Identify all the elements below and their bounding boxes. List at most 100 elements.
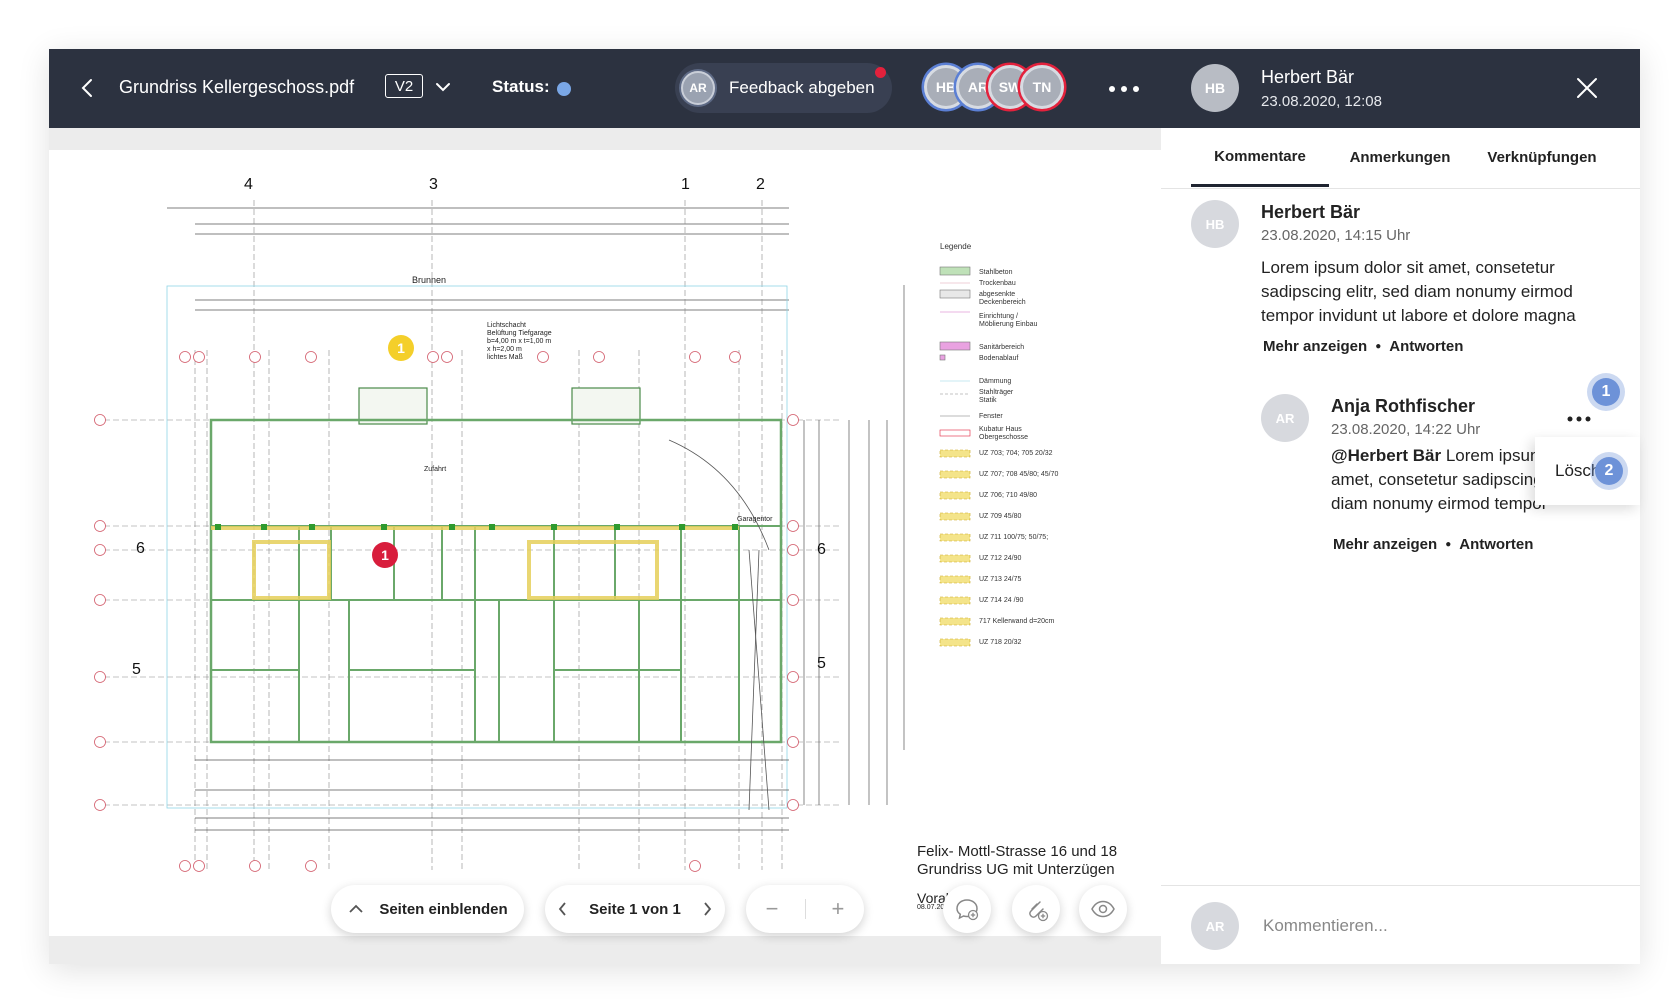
reply-link[interactable]: Antworten [1459, 536, 1534, 553]
show-more-link[interactable]: Mehr anzeigen [1333, 536, 1438, 553]
status-label: Status: [492, 77, 550, 96]
legend-item: UZ 712 24/90 [979, 555, 1022, 562]
axis-label-6-left: 6 [136, 540, 145, 557]
close-icon[interactable] [1575, 76, 1599, 100]
legend-item: Fenster [979, 413, 1003, 420]
legend-item: 717 Kellerwand d=20cm [979, 618, 1055, 625]
legend-item: abgesenkte Deckenbereich [979, 291, 1026, 306]
axis-label-3: 3 [429, 176, 438, 193]
tab-kommentare[interactable]: Kommentare [1191, 128, 1329, 187]
version-badge[interactable]: V2 [385, 74, 423, 98]
annotation-author: Herbert Bär [1261, 67, 1355, 87]
label-zufahrt: Zufahrt [424, 466, 447, 473]
annotation-marker-red[interactable]: 1 [372, 542, 398, 568]
legend-item: UZ 714 24 /90 [979, 597, 1024, 604]
axis-label-4: 4 [244, 176, 253, 193]
add-comment-button[interactable] [943, 885, 991, 933]
comment-author: Anja Rothfischer [1331, 396, 1476, 416]
tab-verknuepfungen[interactable]: Verknüpfungen [1487, 149, 1597, 166]
zoom-controls: − + [746, 885, 864, 933]
legend-item: Sanitärbereich [979, 344, 1025, 351]
next-page-icon[interactable] [701, 901, 713, 917]
avatar: HB [1191, 64, 1239, 112]
page-navigator: Seite 1 von 1 [545, 885, 725, 933]
axis-label-5-right: 5 [817, 655, 826, 672]
legend-item: UZ 707; 708 45/80; 45/70 [979, 471, 1059, 478]
tutorial-step-1: 1 [1592, 378, 1620, 406]
comment-composer: AR [1161, 885, 1640, 964]
paperclip-add-icon [1029, 901, 1049, 922]
toggle-pages-button[interactable]: Seiten einblenden [331, 885, 524, 933]
legend-item: Einrichtung / Möblierung Einbau [979, 313, 1038, 328]
participant-avatars[interactable]: HB AR SW TN [924, 65, 1084, 111]
legend-item: UZ 718 20/32 [979, 639, 1022, 646]
comment-author: Herbert Bär [1261, 202, 1361, 222]
viewer-toolbar: Grundriss Kellergeschoss.pdf V2 Status: … [49, 49, 1161, 128]
comment-input[interactable] [1261, 910, 1605, 942]
avatar-tn[interactable]: TN [1020, 65, 1064, 109]
title-block: Felix- Mottl-Strasse 16 und 18 Grundriss… [917, 843, 1117, 879]
feedback-button[interactable]: AR Feedback abgeben [675, 63, 892, 113]
label-garagentor: Garagentor [737, 516, 773, 523]
axis-label-5-left: 5 [132, 661, 141, 678]
legend-item: UZ 709 45/80 [979, 513, 1022, 520]
label-brunnen: Brunnen [412, 275, 447, 285]
legend-item: UZ 706; 710 49/80 [979, 492, 1037, 499]
comment-date: 23.08.2020, 14:15 Uhr [1261, 227, 1411, 244]
mention[interactable]: @Herbert Bär [1331, 446, 1442, 465]
legend-item: UZ 711 100/75; 50/75; [979, 534, 1049, 541]
comment-actions: Mehr anzeigen ● Antworten [1263, 338, 1464, 355]
feedback-label: Feedback abgeben [729, 78, 875, 97]
attach-button[interactable] [1012, 885, 1060, 933]
show-more-link[interactable]: Mehr anzeigen [1263, 338, 1368, 355]
file-title: Grundriss Kellergeschoss.pdf [119, 77, 355, 97]
legend-item: Stahlträger Statik [979, 389, 1014, 404]
comment-add-icon [956, 899, 979, 921]
comment-actions: Mehr anzeigen ● Antworten [1333, 536, 1534, 553]
legend-title: Legende [940, 242, 972, 251]
legend-item: UZ 703; 704; 705 20/32 [979, 450, 1053, 457]
zoom-out-button[interactable]: − [765, 896, 779, 921]
axis-label-6-right: 6 [817, 541, 826, 558]
avatar: AR [1261, 394, 1309, 442]
legend-item: Kubatur Haus Obergeschosse [979, 426, 1029, 441]
tab-anmerkungen[interactable]: Anmerkungen [1349, 149, 1451, 166]
prev-page-icon[interactable] [557, 901, 569, 917]
address-line: Felix- Mottl-Strasse 16 und 18 [917, 843, 1118, 860]
visibility-button[interactable] [1079, 885, 1127, 933]
page-indicator: Seite 1 von 1 [589, 900, 681, 918]
more-options-icon[interactable] [1106, 79, 1142, 99]
axis-label-1: 1 [681, 176, 690, 193]
toggle-pages-label: Seiten einblenden [379, 900, 508, 918]
floor-plan-drawing [94, 200, 971, 872]
document-viewer[interactable]: 4 3 1 2 6 5 6 5 Brunnen Lichtschacht Belü… [49, 128, 1161, 964]
back-arrow-icon[interactable] [77, 75, 99, 101]
annotation-marker-yellow[interactable]: 1 [388, 335, 414, 361]
legend-item: Bodenablauf [979, 355, 1019, 362]
annotation-date: 23.08.2020, 12:08 [1261, 93, 1382, 110]
legend-item: Dämmung [979, 378, 1012, 385]
panel-header: HB Herbert Bär 23.08.2020, 12:08 [1161, 49, 1640, 128]
avatar: AR [681, 71, 715, 105]
comment-context-menu: Löschen [1535, 437, 1640, 505]
notification-badge [875, 67, 886, 78]
zoom-in-button[interactable]: + [831, 896, 845, 921]
avatar: AR [1191, 902, 1239, 950]
status-indicator[interactable] [557, 82, 571, 96]
pdf-page[interactable]: 4 3 1 2 6 5 6 5 Brunnen Lichtschacht Belü… [49, 150, 1161, 936]
address-line: Grundriss UG mit Unterzügen [917, 861, 1115, 878]
legend-item: Stahlbeton [979, 269, 1013, 276]
chevron-down-icon[interactable] [433, 77, 453, 97]
legend-item: UZ 713 24/75 [979, 576, 1022, 583]
eye-icon [1091, 900, 1115, 918]
axis-label-2: 2 [756, 176, 765, 193]
comments-panel: HB Herbert Bär 23.08.2020, 12:08 Komment… [1161, 49, 1640, 964]
reply-link[interactable]: Antworten [1389, 338, 1464, 355]
chevron-up-icon [349, 904, 363, 913]
divider [804, 899, 806, 919]
avatar: HB [1191, 200, 1239, 248]
comment-more-icon[interactable] [1566, 414, 1592, 424]
legend-item: Trockenbau [979, 280, 1016, 287]
panel-tabs: Kommentare Anmerkungen Verknüpfungen [1161, 128, 1640, 189]
comment-text: Lorem ipsum dolor sit amet, consetetur s… [1261, 258, 1576, 325]
